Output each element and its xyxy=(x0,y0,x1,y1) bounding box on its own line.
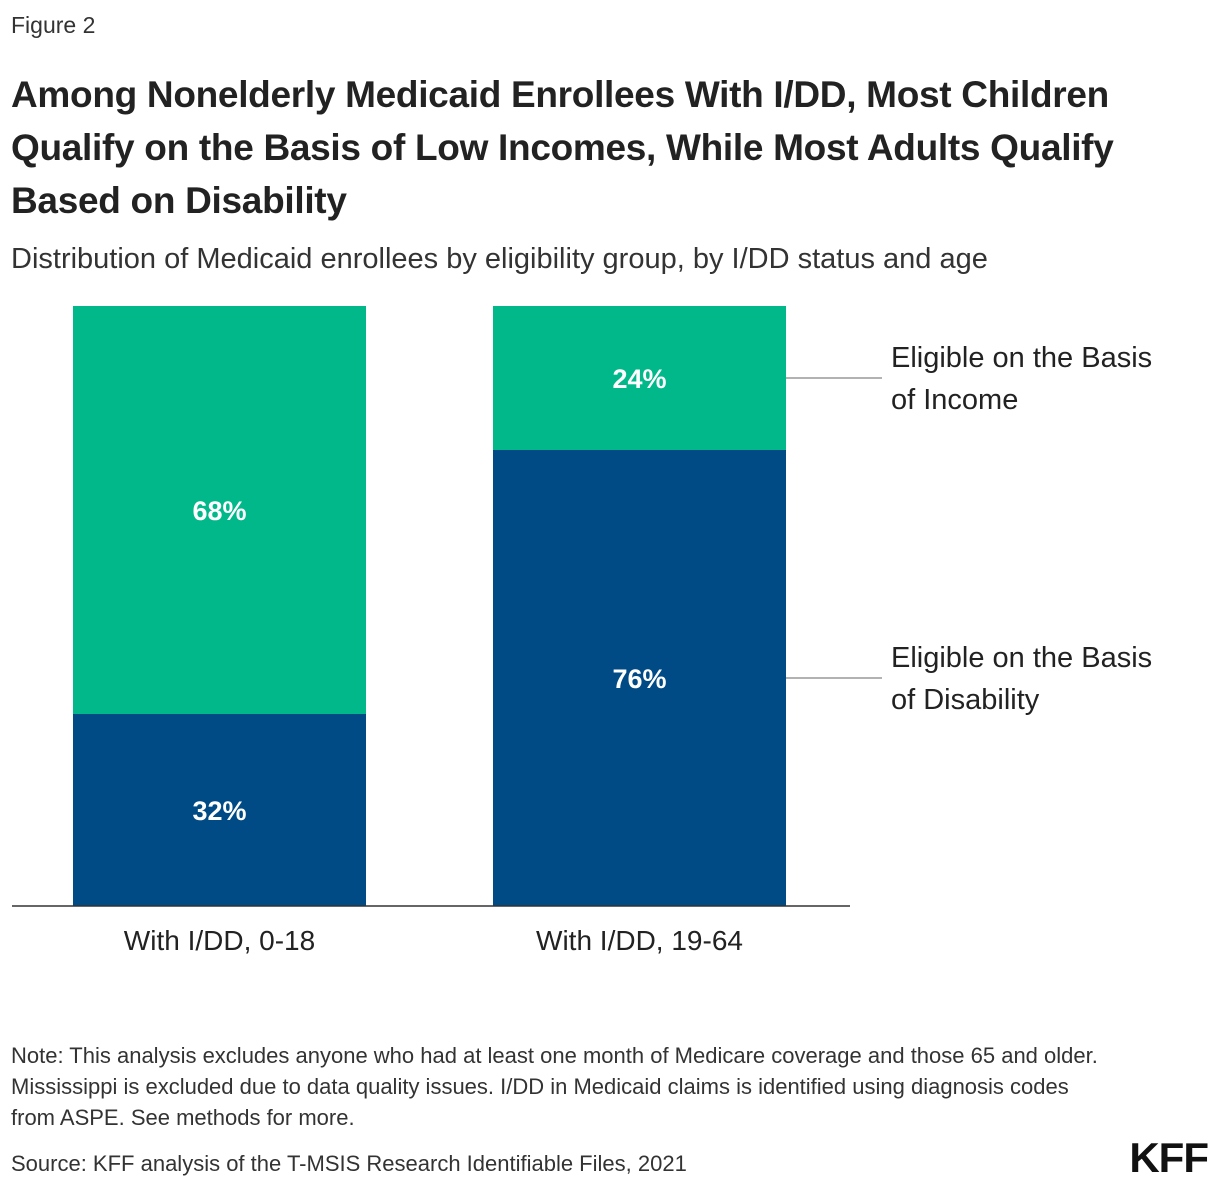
bar-disability-2 xyxy=(493,450,786,906)
category-label-1: With I/DD, 0-18 xyxy=(124,925,315,956)
kff-logo: KFF xyxy=(1129,1134,1209,1181)
data-label-disability-1: 32% xyxy=(192,796,246,826)
bar-disability-1 xyxy=(73,714,366,906)
figure-label: Figure 2 xyxy=(11,12,96,38)
legend-label-disability: Eligible on the Basis of Disability xyxy=(891,642,1152,716)
data-label-income-2: 24% xyxy=(612,364,666,394)
chart-title: Among Nonelderly Medicaid Enrollees With… xyxy=(11,74,1114,221)
stacked-bar-chart: 32% 68% With I/DD, 0-18 76% 24% With I/DD, 19… xyxy=(12,306,1152,956)
chart-note: Note: This analysis excludes anyone who … xyxy=(11,1043,1098,1130)
chart-source: Source: KFF analysis of the T-MSIS Resea… xyxy=(11,1151,687,1176)
data-label-income-1: 68% xyxy=(192,496,246,526)
data-label-disability-2: 76% xyxy=(612,664,666,694)
chart-subtitle: Distribution of Medicaid enrollees by el… xyxy=(11,243,988,275)
bar-income-2 xyxy=(493,306,786,450)
legend-label-income: Eligible on the Basis of Income xyxy=(891,342,1152,416)
bar-income-1 xyxy=(73,306,366,714)
category-label-2: With I/DD, 19-64 xyxy=(536,925,743,956)
